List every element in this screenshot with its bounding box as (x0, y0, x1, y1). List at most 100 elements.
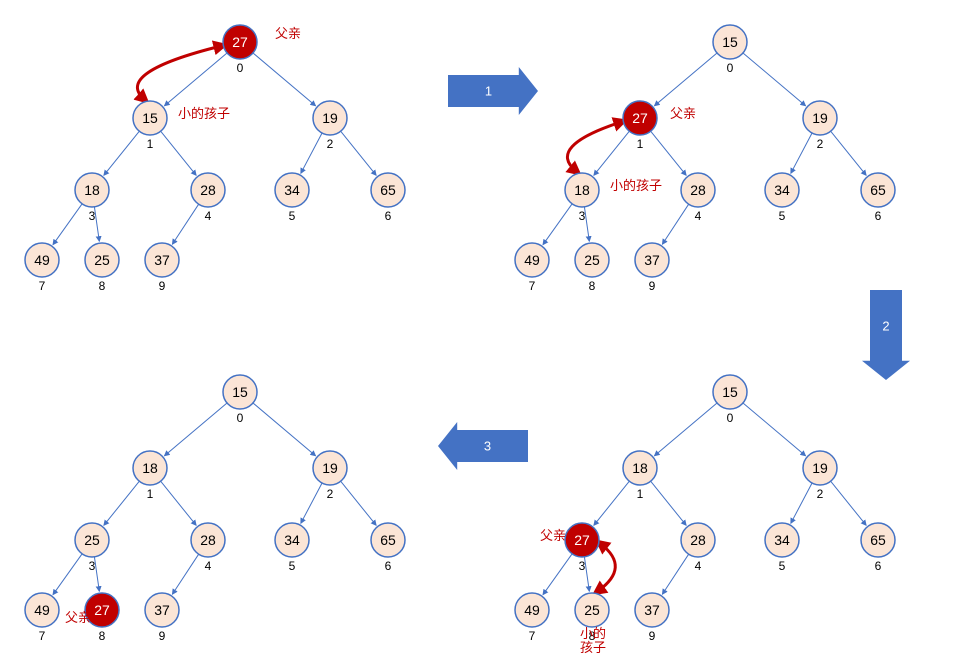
annotation-label: 小的孩子 (178, 106, 230, 121)
node-value: 37 (644, 602, 660, 618)
node-index: 1 (147, 137, 154, 151)
tree-edge (165, 403, 227, 456)
tree-node: 183 (565, 173, 599, 223)
tree-edge (743, 53, 805, 106)
step-number: 1 (485, 84, 492, 99)
tree1: 270151192183284345656497258379父亲小的孩子 (25, 25, 405, 293)
tree-node: 284 (681, 523, 715, 573)
node-value: 19 (322, 110, 338, 126)
tree-edge (543, 554, 572, 595)
tree-edge (172, 204, 198, 244)
node-index: 9 (159, 279, 166, 293)
annotation-label: 孩子 (580, 640, 606, 655)
tree-edge (253, 53, 315, 106)
node-value: 19 (812, 460, 828, 476)
node-value: 27 (94, 602, 110, 618)
node-value: 49 (34, 252, 50, 268)
node-index: 5 (289, 209, 296, 223)
node-index: 7 (529, 279, 536, 293)
tree-edge (743, 403, 805, 456)
tree-edge (662, 204, 688, 244)
annotation-label: 小的 (580, 626, 606, 641)
tree-node: 150 (223, 375, 257, 425)
node-value: 34 (284, 182, 300, 198)
node-index: 0 (237, 411, 244, 425)
tree-node: 656 (371, 173, 405, 223)
node-index: 6 (875, 559, 882, 573)
node-value: 25 (84, 532, 100, 548)
tree3: 150181192273284345656497258379父亲小的孩子 (515, 375, 895, 655)
node-index: 2 (817, 137, 824, 151)
step-number: 3 (484, 439, 491, 454)
node-index: 0 (727, 411, 734, 425)
node-index: 5 (289, 559, 296, 573)
node-value: 15 (722, 34, 738, 50)
node-value: 37 (644, 252, 660, 268)
tree-node: 284 (191, 173, 225, 223)
node-value: 25 (94, 252, 110, 268)
node-value: 65 (380, 532, 396, 548)
tree-edge (543, 204, 572, 245)
tree-node: 19 2 (803, 101, 837, 151)
annotation-label: 父亲 (670, 106, 696, 121)
node-value: 37 (154, 252, 170, 268)
tree-node: 27 1 (623, 101, 657, 151)
tree-node: 150 (713, 375, 747, 425)
step-arrow: 2 (862, 290, 910, 380)
tree-edge (594, 481, 629, 525)
node-index: 1 (637, 137, 644, 151)
tree-node: 497 (25, 593, 59, 643)
tree-node: 345 (765, 523, 799, 573)
tree-edge (662, 554, 688, 594)
tree2: 150271192183284345656497258379父亲小的孩子 (515, 25, 895, 293)
node-value: 34 (284, 532, 300, 548)
node-index: 8 (589, 279, 596, 293)
node-value: 18 (574, 182, 590, 198)
swap-arc (137, 46, 221, 99)
annotation-label: 父亲 (275, 26, 301, 41)
node-value: 49 (34, 602, 50, 618)
tree-edge (301, 483, 322, 523)
node-index: 6 (385, 559, 392, 573)
node-index: 8 (99, 629, 106, 643)
tree-edge (594, 131, 629, 175)
tree-node: 379 (635, 243, 669, 293)
swap-arc (598, 544, 615, 591)
node-index: 2 (327, 137, 334, 151)
tree-edge (104, 131, 139, 175)
tree-node: 181 (133, 451, 167, 501)
tree-node: 15 1 (133, 101, 167, 151)
node-value: 19 (322, 460, 338, 476)
tree-node: 497 (515, 593, 549, 643)
node-value: 18 (84, 182, 100, 198)
annotation-label: 父亲 (540, 528, 566, 543)
tree-node: 497 (515, 243, 549, 293)
tree-node: 37 9 (145, 243, 179, 293)
tree-node: 15 0 (713, 25, 747, 75)
node-value: 37 (154, 602, 170, 618)
annotation-label: 父亲 (65, 610, 91, 625)
tree-edge (651, 131, 686, 175)
tree4: 150181192253284345656497278379父亲 (25, 375, 405, 643)
node-index: 0 (727, 61, 734, 75)
node-value: 27 (632, 110, 648, 126)
step-number: 2 (882, 319, 889, 334)
node-value: 18 (632, 460, 648, 476)
swap-arc (567, 122, 621, 171)
step-arrow: 3 (438, 422, 528, 470)
tree-node: 181 (623, 451, 657, 501)
tree-node: 65 6 (371, 523, 405, 573)
tree-node: 34 5 (275, 523, 309, 573)
node-index: 2 (327, 487, 334, 501)
tree-node: 34 5 (275, 173, 309, 223)
node-value: 15 (142, 110, 158, 126)
node-value: 19 (812, 110, 828, 126)
node-value: 65 (380, 182, 396, 198)
tree-node: 273 (565, 523, 599, 573)
node-index: 1 (147, 487, 154, 501)
node-index: 4 (205, 559, 212, 573)
tree-edge (53, 204, 82, 245)
node-value: 28 (690, 182, 706, 198)
tree-edge (104, 481, 139, 525)
node-value: 25 (584, 602, 600, 618)
